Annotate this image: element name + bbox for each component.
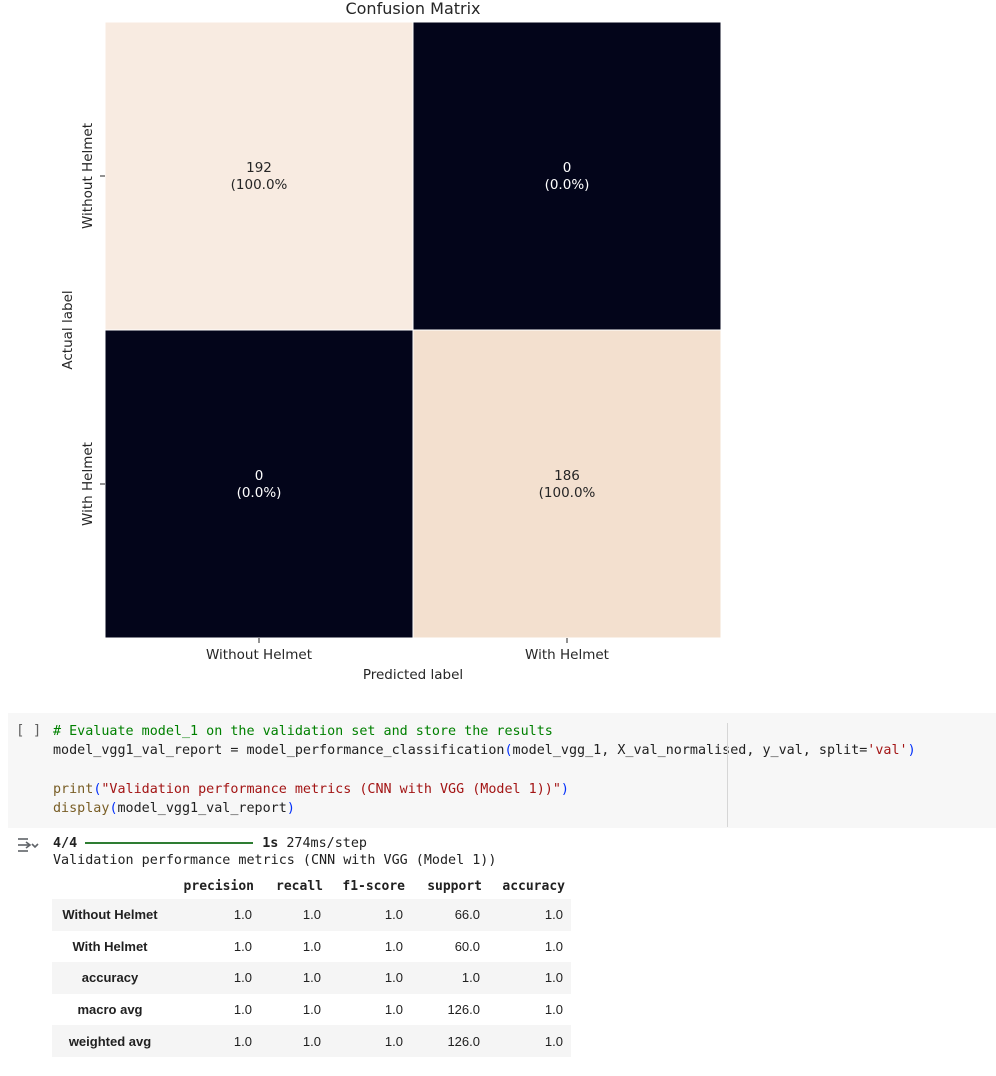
table-row: accuracy 1.0 1.0 1.0 1.0 1.0 [52, 962, 571, 994]
table-cell: 1.0 [302, 1033, 321, 1049]
cell-annotation: 0 [255, 468, 264, 484]
table-cell: 1.0 [384, 970, 403, 986]
cell-annotation: (0.0%) [545, 177, 590, 193]
code-line: model_vgg1_val_report = model_performanc… [53, 743, 916, 759]
table-cell: 1.0 [544, 1033, 563, 1049]
row-label: macro avg [77, 1002, 143, 1018]
table-cell: 126.0 [447, 1033, 480, 1049]
table-cell: 1.0 [384, 1002, 403, 1018]
table-header-row: precision recall f1-score support accura… [52, 873, 571, 899]
heatmap-cell [412, 21, 722, 331]
cell-annotation: (100.0% [539, 485, 596, 501]
report-dataframe: precision recall f1-score support accura… [52, 873, 571, 1057]
cell-output: 4/4 1s 274ms/step Validation performance … [0, 830, 996, 1076]
chart-title: Confusion Matrix [345, 0, 480, 18]
table-corner [52, 873, 168, 899]
table-cell: 1.0 [233, 1002, 252, 1018]
cell-annotation: 0 [563, 160, 572, 176]
code-cell[interactable]: [ ] # Evaluate model_1 on the validation… [8, 713, 996, 828]
column-header: accuracy [502, 878, 565, 894]
progress-time: 1s [262, 836, 279, 851]
row-label: weighted avg [68, 1033, 152, 1049]
heatmap-cell [104, 329, 414, 639]
heatmap-cell [104, 21, 414, 331]
table-cell: 1.0 [544, 938, 563, 954]
table-row: With Helmet 1.0 1.0 1.0 60.0 1.0 [52, 931, 571, 963]
cell-annotation: 186 [554, 468, 580, 484]
table-cell: 1.0 [302, 907, 321, 923]
x-tick-label: With Helmet [525, 647, 609, 663]
column-header: recall [276, 878, 323, 894]
x-tick-label: Without Helmet [206, 647, 312, 663]
code-line: print("Validation performance metrics (C… [53, 781, 569, 797]
code-line: display(model_vgg1_val_report) [53, 800, 295, 816]
row-label: Without Helmet [62, 907, 158, 923]
y-tick-label: Without Helmet [80, 123, 96, 229]
cell-annotation: (0.0%) [237, 485, 282, 501]
table-cell: 66.0 [454, 907, 480, 923]
progress-per-step: 274ms/step [286, 836, 367, 851]
table-cell: 1.0 [233, 907, 252, 923]
print-output: Validation performance metrics (CNN with… [53, 853, 497, 868]
table-cell: 126.0 [447, 1002, 480, 1018]
table-cell: 1.0 [302, 970, 321, 986]
table-cell: 1.0 [302, 1002, 321, 1018]
table-cell: 1.0 [544, 970, 563, 986]
chart-output: 192 (100.0% 0 (0.0%) 0 (0.0%) 186 (100.0% Confus… [60, 0, 722, 683]
y-axis-label: Actual label [60, 290, 76, 369]
line-length-ruler [727, 723, 728, 827]
table-cell: 60.0 [454, 938, 480, 954]
x-axis-label: Predicted label [363, 667, 463, 683]
table-cell: 1.0 [384, 938, 403, 954]
y-tick-label: With Helmet [80, 442, 96, 526]
run-indicator[interactable]: [ ] [16, 723, 42, 739]
progress-line: 4/4 1s 274ms/step [53, 835, 367, 852]
cell-annotation: (100.0% [231, 177, 288, 193]
row-label: With Helmet [72, 938, 148, 954]
table-cell: 1.0 [544, 907, 563, 923]
cell-annotation: 192 [246, 160, 272, 176]
table-row: macro avg 1.0 1.0 1.0 126.0 1.0 [52, 994, 571, 1026]
table-cell: 1.0 [302, 938, 321, 954]
table-cell: 1.0 [233, 938, 252, 954]
column-header: support [427, 878, 482, 894]
heatmap-cell [412, 329, 722, 639]
column-header: f1-score [342, 878, 405, 894]
confusion-matrix-chart: 192(100.0%0(0.0%)0(0.0%)186(100.0%Confus… [60, 0, 722, 683]
code-line: # Evaluate model_1 on the validation set… [53, 724, 553, 739]
table-cell: 1.0 [461, 970, 480, 986]
table-row: weighted avg 1.0 1.0 1.0 126.0 1.0 [52, 1025, 571, 1057]
table-row: Without Helmet 1.0 1.0 1.0 66.0 1.0 [52, 899, 571, 931]
table-cell: 1.0 [384, 907, 403, 923]
table-cell: 1.0 [544, 1002, 563, 1018]
progress-step: 4/4 [53, 836, 78, 851]
table-cell: 1.0 [233, 970, 252, 986]
table-cell: 1.0 [233, 1033, 252, 1049]
row-label: accuracy [81, 970, 139, 986]
progress-bar [85, 842, 254, 844]
column-header: precision [183, 878, 254, 894]
code-editor[interactable]: # Evaluate model_1 on the validation set… [53, 722, 916, 818]
output-toggle-icon[interactable] [16, 835, 40, 855]
table-cell: 1.0 [384, 1033, 403, 1049]
